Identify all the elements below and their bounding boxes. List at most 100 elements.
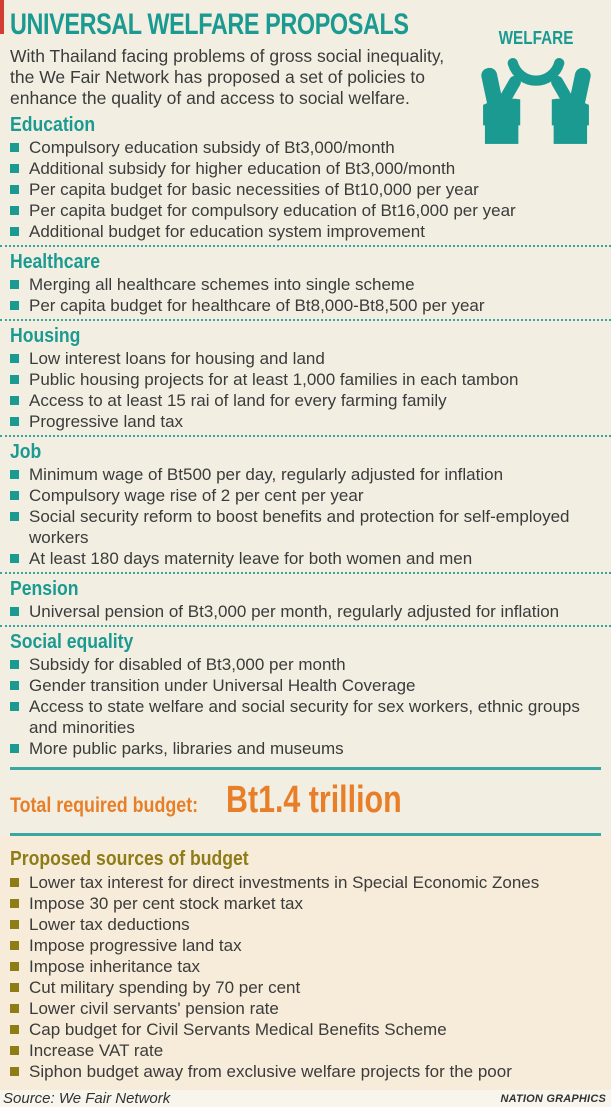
list-item: Subsidy for disabled of Bt3,000 per mont… [10,654,602,675]
list-item: Low interest loans for housing and land [10,348,602,369]
list-item: Per capita budget for basic necessities … [10,179,602,200]
bullet-square-icon [10,962,19,971]
section-divider [0,435,611,437]
bullet-square-icon [10,512,19,521]
bullet-square-icon [10,227,19,236]
list-item: Compulsory wage rise of 2 per cent per y… [10,485,602,506]
list-item: Cap budget for Civil Servants Medical Be… [10,1019,602,1040]
list-item-text: Gender transition under Universal Health… [29,676,416,695]
bullet-square-icon [10,554,19,563]
bullet-square-icon [10,899,19,908]
proposal-section: Housing Low interest loans for housing an… [10,324,602,432]
list-item: Merging all healthcare schemes into sing… [10,274,602,295]
list-item: Per capita budget for compulsory educati… [10,200,602,221]
list-item: Progressive land tax [10,411,602,432]
list-item: Cut military spending by 70 per cent [10,977,602,998]
bullet-square-icon [10,660,19,669]
bullet-square-icon [10,354,19,363]
section-heading: Social equality [10,631,134,653]
bullet-square-icon [10,607,19,616]
list-item: Minimum wage of Bt500 per day, regularly… [10,464,602,485]
total-budget-label: Total required budget: [10,794,199,817]
list-item-text: Merging all healthcare schemes into sing… [29,275,415,294]
list-item-text: Minimum wage of Bt500 per day, regularly… [29,465,504,484]
bullet-square-icon [10,920,19,929]
welfare-badge: WELFARE [465,28,607,144]
list-item: Additional subsidy for higher education … [10,158,602,179]
list-item: Social security reform to boost benefits… [10,506,602,548]
bullet-square-icon [10,1025,19,1034]
section-heading: Education [10,114,96,136]
section-heading: Housing [10,325,81,347]
budget-sources-panel: Proposed sources of budget Lower tax int… [0,836,611,1090]
list-item-text: Per capita budget for basic necessities … [29,180,479,199]
section-divider [0,625,611,627]
intro-text: With Thailand facing problems of gross s… [10,46,445,108]
source-credit: Source: We Fair Network [3,1090,171,1107]
section-item-list: Low interest loans for housing and land P… [10,348,602,432]
bullet-square-icon [10,143,19,152]
section-heading: Pension [10,578,79,600]
list-item-text: Low interest loans for housing and land [29,349,325,368]
list-item: Lower tax interest for direct investment… [10,872,602,893]
list-item-text: Lower tax deductions [29,915,190,934]
list-item-text: Lower civil servants' pension rate [29,999,279,1018]
bullet-square-icon [10,396,19,405]
proposal-sections: Education Compulsory education subsidy of… [0,111,611,759]
list-item-text: Progressive land tax [29,412,184,431]
bullet-square-icon [10,301,19,310]
list-item-text: At least 180 days maternity leave for bo… [29,549,473,568]
page-edge-red-mark [0,0,4,34]
bullet-square-icon [10,983,19,992]
total-budget-value: Bt1.4 trillion [226,779,402,821]
bullet-square-icon [10,470,19,479]
bullet-square-icon [10,417,19,426]
list-item-text: More public parks, libraries and museums [29,739,344,758]
list-item: Per capita budget for healthcare of Bt8,… [10,295,602,316]
list-item-text: Social security reform to boost benefits… [29,507,570,547]
proposal-section: Pension Universal pension of Bt3,000 per … [10,577,602,622]
list-item-text: Cut military spending by 70 per cent [29,978,301,997]
proposal-section: Healthcare Merging all healthcare schemes… [10,250,602,316]
agency-credit: NATION GRAPHICS [500,1092,606,1105]
section-divider [0,245,611,247]
list-item: Lower tax deductions [10,914,602,935]
list-item-text: Compulsory wage rise of 2 per cent per y… [29,486,364,505]
list-item-text: Additional budget for education system i… [29,222,425,241]
list-item: Public housing projects for at least 1,0… [10,369,602,390]
header: UNIVERSAL WELFARE PROPOSALS With Thailan… [0,0,611,144]
list-item: Impose 30 per cent stock market tax [10,893,602,914]
list-item: More public parks, libraries and museums [10,738,602,759]
list-item: Impose inheritance tax [10,956,602,977]
list-item-text: Impose inheritance tax [29,957,201,976]
proposal-section: Job Minimum wage of Bt500 per day, regula… [10,440,602,569]
welfare-hands-icon [481,58,593,144]
section-item-list: Subsidy for disabled of Bt3,000 per mont… [10,654,602,759]
bullet-square-icon [10,681,19,690]
list-item-text: Per capita budget for healthcare of Bt8,… [29,296,485,315]
list-item: Access to at least 15 rai of land for ev… [10,390,602,411]
bullet-square-icon [10,1004,19,1013]
bullet-square-icon [10,1046,19,1055]
list-item: Siphon budget away from exclusive welfar… [10,1061,602,1082]
list-item: At least 180 days maternity leave for bo… [10,548,602,569]
list-item-text: Impose 30 per cent stock market tax [29,894,304,913]
section-item-list: Minimum wage of Bt500 per day, regularly… [10,464,602,569]
list-item: Access to state welfare and social secur… [10,696,602,738]
bullet-square-icon [10,1067,19,1076]
section-item-list: Compulsory education subsidy of Bt3,000/… [10,137,602,242]
list-item-text: Compulsory education subsidy of Bt3,000/… [29,138,395,157]
list-item: Increase VAT rate [10,1040,602,1061]
list-item-text: Additional subsidy for higher education … [29,159,456,178]
proposal-section: Education Compulsory education subsidy of… [10,113,602,242]
bullet-square-icon [10,280,19,289]
budget-sources-list: Lower tax interest for direct investment… [10,872,602,1082]
bullet-square-icon [10,878,19,887]
welfare-badge-label: WELFARE [498,28,574,48]
bullet-square-icon [10,702,19,711]
bullet-square-icon [10,941,19,950]
list-item-text: Access to at least 15 rai of land for ev… [29,391,447,410]
page-title: UNIVERSAL WELFARE PROPOSALS [10,8,409,41]
list-item: Gender transition under Universal Health… [10,675,602,696]
